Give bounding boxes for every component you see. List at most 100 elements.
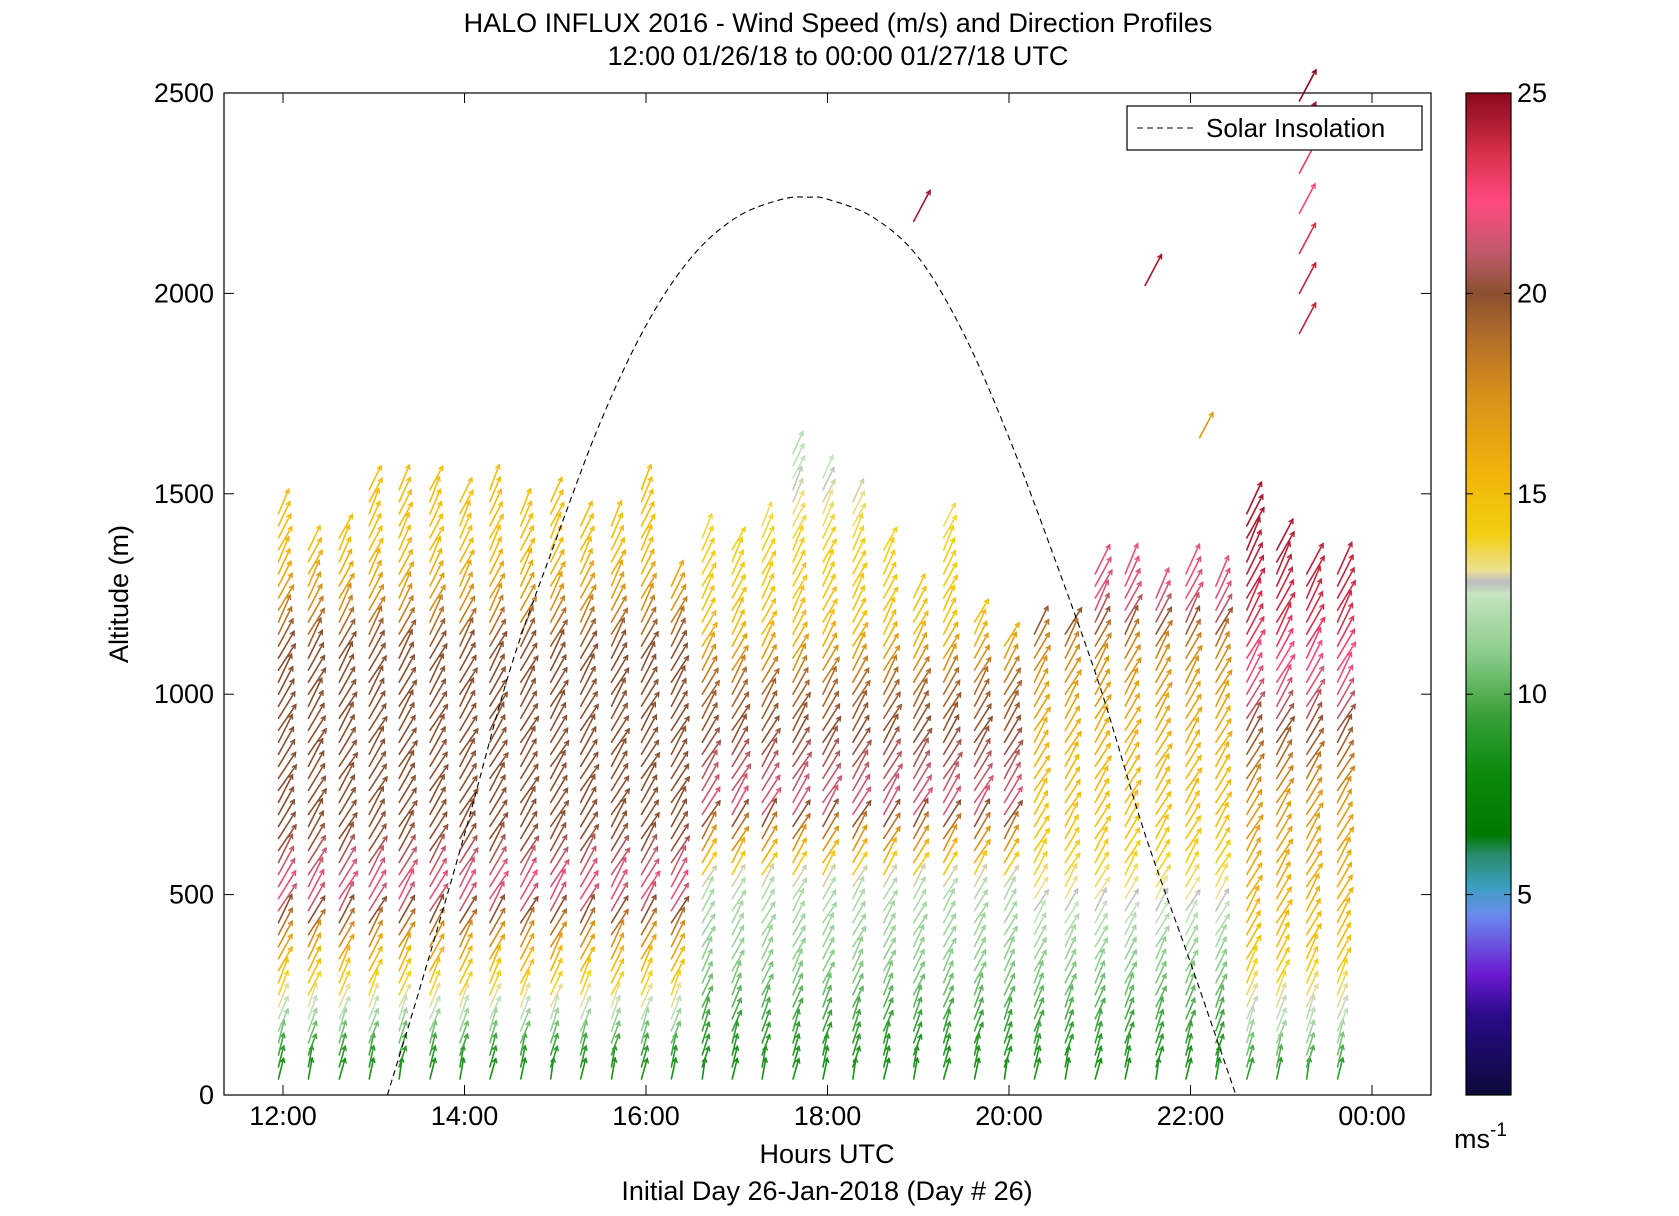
wind-barb-shaft — [429, 513, 444, 539]
wind-barb-head — [985, 656, 992, 663]
wind-barb-head — [857, 947, 864, 955]
wind-barb-head — [470, 868, 476, 875]
wind-barb-shaft — [489, 983, 501, 1008]
wind-barb-shaft — [852, 851, 868, 876]
wind-barb-shaft — [549, 809, 566, 840]
wind-barb — [852, 960, 864, 984]
wind-barb-shaft — [429, 739, 447, 768]
wind-barb — [549, 931, 563, 960]
wind-barb-head — [704, 1045, 711, 1052]
wind-barb — [852, 824, 868, 852]
wind-barb-head — [558, 536, 564, 543]
wind-barb-head — [623, 834, 630, 841]
wind-barb — [792, 877, 808, 900]
wind-barb — [942, 773, 960, 804]
wind-barb — [398, 548, 413, 575]
wind-barb-shaft — [429, 1045, 437, 1068]
wind-barb-shaft — [912, 852, 930, 876]
wind-barb-shaft — [307, 667, 327, 696]
wind-barb-head — [283, 969, 290, 976]
wind-barb-head — [498, 594, 504, 601]
wind-barb — [338, 833, 355, 864]
wind-barb — [338, 535, 352, 563]
wind-barb — [1033, 972, 1045, 996]
wind-barb — [398, 846, 417, 876]
wind-barb — [822, 513, 835, 539]
wind-barb — [1245, 739, 1265, 768]
wind-barb-head — [798, 887, 805, 895]
wind-barb-head — [321, 727, 327, 734]
wind-barb-head — [773, 761, 780, 769]
wind-barb-shaft — [519, 525, 535, 551]
wind-barb-head — [347, 513, 354, 520]
wind-barb-head — [1070, 935, 1077, 943]
wind-barb-shaft — [942, 824, 958, 852]
wind-barb-head — [591, 725, 597, 733]
wind-barb — [307, 834, 326, 864]
wind-barb-shaft — [852, 810, 868, 840]
wind-barb — [670, 895, 690, 924]
wind-barb-shaft — [792, 443, 805, 467]
wind-barb — [1185, 716, 1200, 744]
wind-barb — [852, 739, 872, 768]
wind-barb-shaft — [1003, 1009, 1012, 1032]
wind-barb — [307, 970, 322, 996]
wind-barb — [610, 727, 631, 756]
wind-barb-head — [1195, 741, 1201, 749]
wind-barb-shaft — [882, 812, 901, 840]
wind-barb-head — [774, 774, 781, 781]
wind-barb-head — [891, 573, 898, 580]
wind-barb-shaft — [1185, 838, 1199, 864]
wind-barb-head — [1194, 875, 1200, 883]
wind-barb-shaft — [489, 594, 504, 623]
wind-barb-shaft — [822, 644, 839, 671]
wind-barb-shaft — [1124, 863, 1138, 888]
wind-barb-head — [833, 737, 840, 744]
wind-barb — [670, 750, 689, 780]
wind-barb — [429, 773, 445, 804]
wind-barb-shaft — [459, 982, 469, 1008]
wind-barb-shaft — [459, 788, 479, 816]
wind-barb — [489, 678, 507, 708]
wind-barb — [670, 725, 687, 756]
wind-barb-shaft — [1298, 222, 1317, 255]
wind-barb-head — [862, 837, 868, 844]
wind-barb-shaft — [640, 726, 659, 756]
wind-barb-shaft — [1155, 717, 1171, 744]
wind-barb-shaft — [489, 572, 506, 599]
wind-barb-shaft — [731, 785, 749, 816]
wind-barb — [1275, 738, 1293, 768]
wind-barb-head — [889, 899, 895, 907]
wind-barb — [429, 547, 443, 575]
wind-barb — [1185, 888, 1201, 912]
wind-barb-head — [349, 572, 355, 579]
wind-barb — [1336, 848, 1352, 876]
wind-barb-shaft — [1124, 850, 1138, 876]
wind-barb-head — [855, 1033, 862, 1040]
wind-barb-head — [287, 919, 293, 927]
wind-barb-shaft — [1124, 802, 1139, 828]
wind-barb-head — [799, 489, 805, 496]
wind-barb — [701, 1008, 711, 1032]
wind-barb-head — [1345, 946, 1352, 954]
wind-barb-shaft — [277, 643, 297, 671]
wind-barb-shaft — [1064, 888, 1079, 912]
wind-barb-shaft — [429, 665, 446, 696]
wind-barb — [459, 536, 474, 563]
wind-barb — [1275, 702, 1295, 732]
wind-barb-shaft — [822, 549, 834, 575]
wind-barb-shaft — [882, 713, 899, 744]
wind-barb-shaft — [1305, 825, 1321, 852]
wind-barb-shaft — [579, 845, 597, 876]
wind-barb-shaft — [549, 476, 563, 503]
wind-barb-shaft — [277, 678, 295, 708]
wind-barb — [973, 774, 994, 804]
wind-barb — [761, 786, 782, 816]
wind-barb — [882, 1044, 891, 1068]
wind-barb-shaft — [277, 933, 293, 960]
wind-barb — [1245, 788, 1263, 816]
wind-barb — [1155, 972, 1167, 996]
wind-barb-shaft — [1215, 888, 1229, 912]
wind-barb-shaft — [792, 701, 808, 732]
wind-barb-shaft — [640, 870, 661, 900]
